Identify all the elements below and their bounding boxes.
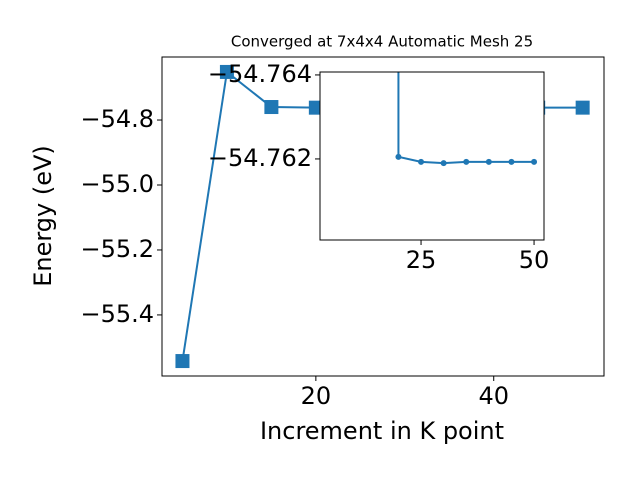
x-axis-label: Increment in K point <box>260 417 504 445</box>
marker <box>308 100 323 115</box>
y-tick-label: −55.0 <box>80 170 154 198</box>
y-axis-label: Energy (eV) <box>29 145 57 287</box>
marker <box>418 158 425 165</box>
x-tick-label: 50 <box>519 246 550 274</box>
x-tick-label: 25 <box>406 246 437 274</box>
y-tick-label: −55.2 <box>80 235 154 263</box>
y-tick-label: −54.762 <box>208 144 312 172</box>
x-tick-label: 20 <box>301 382 332 410</box>
y-tick-label: −54.764 <box>208 60 312 88</box>
marker <box>575 100 590 115</box>
y-tick-label: −54.8 <box>80 105 154 133</box>
series-line <box>397 72 535 165</box>
marker <box>485 158 492 165</box>
plot-frame <box>319 71 545 241</box>
chart-title: Converged at 7x4x4 Automatic Mesh 25 <box>231 33 533 51</box>
marker <box>531 158 538 165</box>
plot-content <box>395 72 538 167</box>
marker <box>219 64 234 79</box>
y-tick-label: −55.4 <box>80 300 154 328</box>
x-tick-label: 40 <box>478 382 509 410</box>
marker <box>440 160 447 167</box>
plot-frame <box>161 56 605 377</box>
marker <box>395 153 402 160</box>
plot-area <box>320 72 544 240</box>
marker <box>508 158 515 165</box>
marker <box>463 158 470 165</box>
marker <box>264 100 279 115</box>
marker <box>175 354 190 369</box>
